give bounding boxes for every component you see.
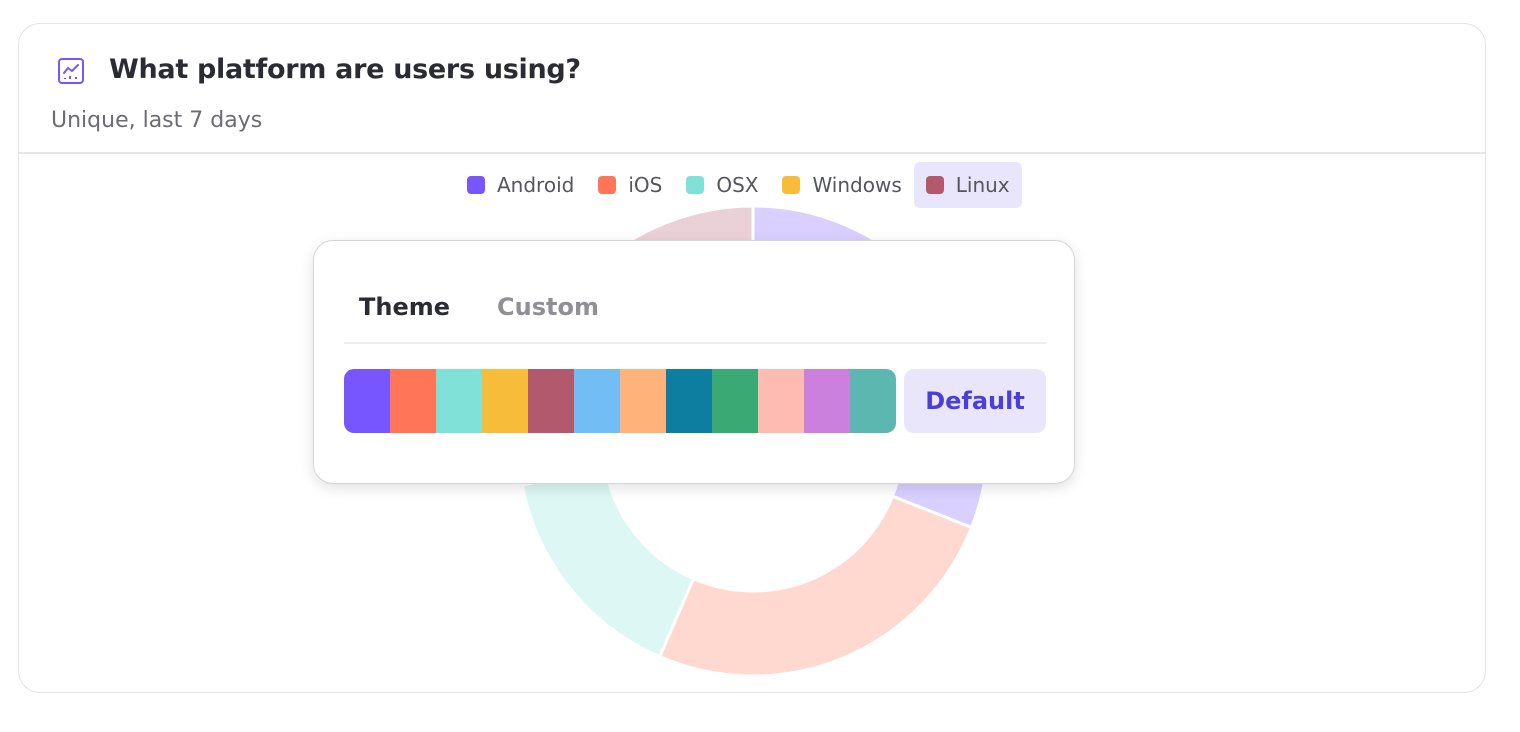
legend-label: OSX bbox=[716, 173, 759, 197]
legend-item-linux[interactable]: Linux bbox=[913, 162, 1022, 208]
tab-custom[interactable]: Custom bbox=[497, 293, 599, 321]
line-chart-icon bbox=[58, 58, 84, 84]
donut-slice-ios[interactable] bbox=[657, 494, 974, 678]
tab-divider bbox=[344, 342, 1046, 344]
palette-swatch bbox=[804, 369, 850, 433]
palette-swatch bbox=[620, 369, 666, 433]
insight-card: What platform are users using? Unique, l… bbox=[18, 23, 1486, 693]
legend-item-osx[interactable]: OSX bbox=[674, 162, 770, 208]
default-button[interactable]: Default bbox=[904, 369, 1046, 433]
divider bbox=[19, 152, 1485, 154]
theme-palette[interactable] bbox=[344, 369, 896, 433]
palette-swatch bbox=[528, 369, 574, 433]
legend-label: Linux bbox=[955, 173, 1010, 197]
legend-swatch bbox=[598, 176, 617, 194]
palette-swatch bbox=[758, 369, 804, 433]
donut-slice-osx[interactable] bbox=[520, 467, 696, 659]
legend-swatch bbox=[925, 176, 944, 194]
legend-item-ios[interactable]: iOS bbox=[586, 162, 674, 208]
palette-swatch bbox=[344, 369, 390, 433]
palette-swatch bbox=[850, 369, 896, 433]
palette-swatch bbox=[436, 369, 482, 433]
legend-label: iOS bbox=[628, 173, 663, 197]
legend-swatch bbox=[686, 176, 705, 194]
legend-swatch bbox=[782, 176, 801, 194]
legend-swatch bbox=[467, 176, 485, 194]
palette-swatch bbox=[482, 369, 528, 433]
palette-swatch bbox=[712, 369, 758, 433]
color-picker-popover: Theme Custom Default bbox=[313, 240, 1075, 484]
card-subtitle: Unique, last 7 days bbox=[51, 108, 263, 133]
chart-legend: Android iOS OSX Windows Linux bbox=[455, 162, 1022, 208]
tab-theme[interactable]: Theme bbox=[359, 293, 451, 321]
legend-label: Windows bbox=[812, 173, 902, 197]
card-title: What platform are users using? bbox=[109, 54, 581, 85]
palette-swatch bbox=[390, 369, 436, 433]
palette-swatch bbox=[574, 369, 620, 433]
legend-item-android[interactable]: Android bbox=[455, 162, 586, 208]
palette-swatch bbox=[666, 369, 712, 433]
legend-label: Android bbox=[497, 173, 575, 197]
legend-item-windows[interactable]: Windows bbox=[770, 162, 913, 208]
